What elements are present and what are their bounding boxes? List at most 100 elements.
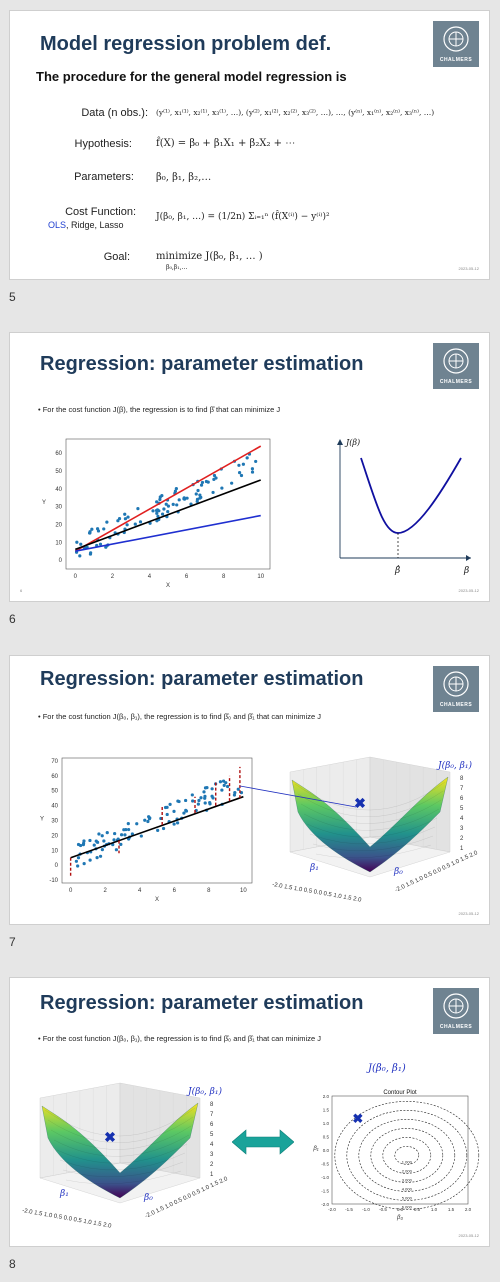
x-tick-label: 10 (240, 888, 247, 894)
mesh-line (312, 835, 434, 852)
data-point (237, 471, 242, 475)
plot-frame (61, 757, 253, 884)
data-point (220, 486, 224, 490)
data-point (81, 841, 86, 846)
goal-formula: minimize J(β₀, β₁, … ) (156, 251, 263, 262)
beta1-label: β₁ (309, 863, 319, 873)
data-point (125, 523, 129, 527)
data-point (250, 470, 255, 474)
x-tick-label: 8 (222, 574, 226, 580)
slide-8[interactable]: Regression: parameter estimation CHALMER… (9, 977, 490, 1247)
data-point (203, 794, 207, 798)
data-point (250, 467, 255, 471)
logo-text: CHALMERS (439, 57, 473, 63)
y-axis-label: J(β) (344, 438, 360, 447)
mesh-line (53, 1134, 190, 1157)
page-number: 6 (9, 612, 16, 626)
page-number: 5 (9, 290, 16, 304)
slide-7[interactable]: Regression: parameter estimation CHALMER… (9, 655, 490, 925)
data-point (222, 783, 226, 787)
y-tick-label: 50 (51, 789, 58, 795)
cost-curve (360, 457, 462, 534)
cost-curve-plot: J(β) β β̂ (337, 438, 471, 576)
data-point (124, 827, 128, 832)
data-point (168, 802, 172, 806)
mesh-line (315, 844, 432, 859)
x-tick-label: 1.5 (448, 1207, 455, 1212)
data-point (221, 779, 226, 783)
data-point (158, 497, 162, 502)
y-tick-label: -1.5 (321, 1189, 329, 1194)
data-point (182, 811, 186, 815)
residual-scatter-plot: 0 2 4 6 8 10 -10 0 10 20 30 40 50 60 70 X Y (40, 757, 253, 903)
z-tick-label: 1 (460, 846, 464, 852)
y-tick-label: 20 (55, 522, 62, 528)
x-tick-label: 6 (185, 574, 189, 580)
x-tick-label: 0.0 (397, 1207, 404, 1212)
logo-text: CHALMERS (439, 702, 473, 708)
ols-link[interactable]: OLS (48, 220, 67, 230)
page-number: 8 (9, 1257, 16, 1271)
data-point (195, 497, 200, 501)
slide-5[interactable]: Model regression problem def. CHALMERS T… (9, 10, 490, 280)
data-point (119, 842, 123, 846)
chalmers-emblem-icon (443, 348, 469, 374)
fit-line (74, 479, 262, 551)
x-axis-label: X (155, 897, 159, 903)
y-tick-label: 0.5 (323, 1135, 330, 1140)
data-point (245, 456, 249, 460)
slide-date: 2023-05-12 (458, 911, 479, 916)
data-point (184, 798, 188, 803)
x-tick-label: -0.5 (379, 1207, 387, 1212)
data-point (135, 822, 139, 826)
z-tick-label: 5 (210, 1132, 214, 1138)
chalmers-logo: CHALMERS (433, 988, 479, 1034)
double-arrow-icon (232, 1129, 294, 1155)
data-point (184, 809, 189, 813)
data-point (200, 480, 205, 485)
contour-line (334, 1101, 480, 1210)
data-point (177, 498, 181, 502)
data-point (172, 809, 176, 813)
slide-date: 2023-05-12 (458, 266, 479, 271)
minimum-marker: ✖ (354, 795, 366, 811)
plot-frame (331, 1095, 469, 1205)
cost-function-sublabel: OLS, Ridge, Lasso (48, 220, 124, 230)
data-point (230, 481, 234, 485)
data-point (76, 864, 80, 868)
x-tick-label: -1.0 (362, 1207, 370, 1212)
data-point (98, 854, 103, 858)
y-tick-label: 30 (51, 819, 58, 825)
data-point (224, 781, 228, 785)
cost-surface (291, 776, 449, 873)
z-tick-label: 4 (460, 816, 464, 822)
z-tick-label: 4 (210, 1142, 214, 1148)
data-point (155, 500, 159, 504)
data-label: Data (n obs.): (81, 107, 148, 119)
data-point (225, 784, 230, 789)
slide-6[interactable]: Regression: parameter estimation CHALMER… (9, 332, 490, 602)
parameters-formula: β₀, β₁, β₂,… (156, 172, 212, 183)
data-point (127, 827, 131, 832)
data-point (76, 842, 81, 847)
y-tick-label: 60 (51, 774, 58, 780)
z-tick-label: 1 (210, 1172, 214, 1178)
x-tick-labels: -2.0 1.5 1.0 0.5 0.0 0.5 1.0 1.5 2.0 (22, 1208, 113, 1230)
y-tick-label: 40 (51, 804, 58, 810)
page-number: 7 (9, 935, 16, 949)
connector-line (239, 785, 357, 808)
data-point (233, 790, 237, 795)
mesh-line (65, 1170, 182, 1185)
z-tick-label: 3 (210, 1152, 214, 1158)
slide-title: Model regression problem def. (40, 33, 332, 55)
y-tick-label: 0 (55, 863, 59, 869)
data-point (116, 519, 120, 523)
contour-level-label: 1.000 (402, 1159, 413, 1164)
data-point (82, 861, 86, 866)
data-point (88, 838, 92, 843)
data-point (82, 839, 86, 843)
chalmers-emblem-icon (443, 26, 469, 52)
data-point (172, 822, 176, 826)
